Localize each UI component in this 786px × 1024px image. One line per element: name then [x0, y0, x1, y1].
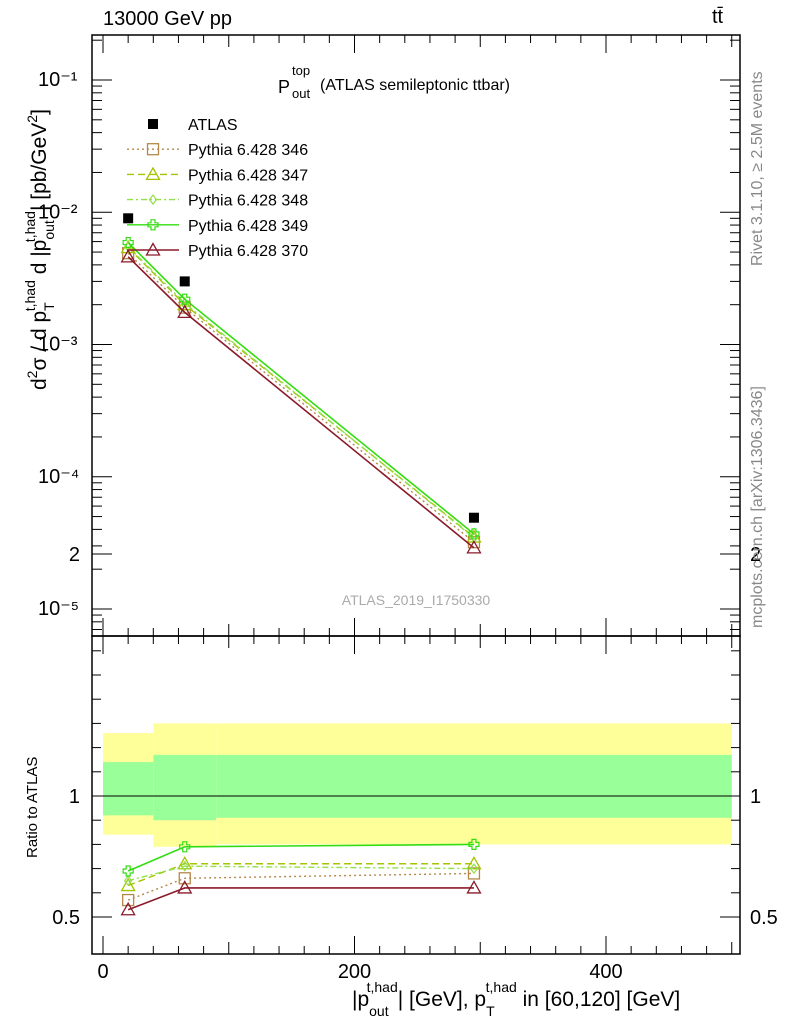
- legend-label-0: ATLAS: [188, 117, 238, 134]
- plot-title: P top out (ATLAS semileptonic ttbar): [278, 63, 510, 101]
- ratio-axis-ticks: 0 200 400 0.5 0.5 1 1 2 2: [52, 544, 778, 983]
- ratio-point-0-1: [178, 872, 191, 885]
- main-ytick-label-1: 10⁻²: [38, 201, 78, 223]
- ratio-ytick-label-r-1: 1: [750, 786, 761, 808]
- main-line-2: [127, 247, 475, 538]
- ratio-uncertainty-bands: [103, 723, 732, 847]
- legend-marker-0: [148, 119, 158, 129]
- ratio-point-2-0: [123, 875, 133, 887]
- ratio-line-4: [127, 887, 474, 911]
- legend-marker-2: [145, 166, 161, 181]
- ratio-point-0-2: [467, 867, 481, 880]
- ratio-point-2-1: [180, 860, 189, 872]
- legend-label-5: Pythia 6.428 370: [188, 243, 308, 260]
- ratio-band-green-0: [103, 762, 154, 816]
- main-ytick-label-2: 10⁻³: [38, 334, 78, 356]
- ratio-series-group: [120, 838, 482, 916]
- legend-marker-3: [148, 194, 158, 206]
- main-point-4-0: [122, 236, 134, 249]
- ratio-xtick-label-1: 200: [338, 961, 371, 983]
- ratio-point-1-0: [120, 877, 136, 892]
- ratio-line-0: [127, 872, 474, 901]
- ratio-ytick-label-l-0: 0.5: [52, 907, 80, 929]
- ratio-point-0-0: [122, 893, 135, 907]
- mcplots-label: mcplots.cern.ch [arXiv:1306.3436]: [749, 386, 766, 628]
- svg-text:|poutt,had| [GeV], pTt,had in: |poutt,had| [GeV], pTt,had in [60,120] […: [352, 979, 680, 1019]
- legend-label-1: Pythia 6.428 346: [188, 142, 308, 159]
- main-line-4: [127, 241, 475, 535]
- ratio-point-2-2: [469, 863, 479, 875]
- main-point-0-0: [123, 213, 134, 224]
- ratio-line-3: [127, 843, 474, 872]
- main-line-3: [127, 246, 475, 539]
- main-point-4-2: [468, 528, 480, 540]
- legend-marker-1: [146, 143, 160, 156]
- main-point-0-1: [179, 276, 190, 287]
- ratio-band-green-2: [216, 754, 732, 818]
- channel-label: tt̄: [712, 6, 724, 28]
- ratio-plot-frame: [91, 635, 741, 955]
- main-point-5-1: [177, 304, 193, 319]
- main-ytick-label-3: 10⁻⁴: [38, 466, 79, 488]
- ratio-ytick-label-r-0: 0.5: [750, 907, 778, 929]
- ratio-ytick-label-l-2: 2: [69, 544, 80, 566]
- legend-marker-5: [145, 242, 161, 256]
- svg-text:top: top: [292, 63, 310, 78]
- legend-label-4: Pythia 6.428 349: [188, 218, 308, 235]
- process-label: 13000 GeV pp: [103, 8, 232, 30]
- svg-text:out: out: [292, 86, 310, 101]
- ratio-xtick-label-2: 400: [589, 961, 622, 983]
- legend: ATLAS Pythia 6.428 346 Pythia 6.428 347 Pyt…: [127, 117, 308, 260]
- ratio-band-green-1: [153, 754, 217, 821]
- ratio-point-1-1: [177, 855, 193, 870]
- main-ytick-label-0: 10⁻¹: [38, 69, 78, 91]
- main-ytick-label-4: 10⁻⁵: [38, 598, 79, 620]
- main-line-1: [127, 252, 475, 543]
- main-series-group: [120, 213, 482, 554]
- main-point-5-0: [120, 249, 136, 263]
- ratio-point-3-2: [468, 838, 480, 850]
- ratio-point-4-0: [120, 901, 136, 916]
- main-point-0-2: [468, 512, 479, 523]
- main-line-5: [127, 256, 475, 549]
- y-axis-title-ratio: Ratio to ATLAS: [24, 757, 41, 858]
- ratio-point-3-1: [179, 841, 191, 853]
- svg-text:(ATLAS semileptonic ttbar): (ATLAS semileptonic ttbar): [320, 77, 510, 94]
- ratio-xtick-label-0: 0: [97, 961, 108, 983]
- x-axis-title: |poutt,had| [GeV], pTt,had in [60,120] […: [352, 979, 680, 1019]
- main-point-5-2: [466, 540, 482, 554]
- rivet-version-label: Rivet 3.1.10, ≥ 2.5M events: [749, 71, 766, 266]
- main-axis-ticks: 10⁻¹ 10⁻² 10⁻³ 10⁻⁴ 10⁻⁵: [38, 35, 740, 636]
- ratio-point-4-1: [177, 880, 193, 894]
- ratio-line-1: [127, 863, 474, 887]
- ratio-point-1-2: [466, 855, 482, 870]
- ratio-point-4-2: [466, 880, 482, 894]
- watermark: ATLAS_2019_I1750330: [342, 592, 491, 608]
- ratio-line-2: [127, 865, 474, 882]
- ratio-ytick-label-l-1: 1: [69, 786, 80, 808]
- legend-label-3: Pythia 6.428 348: [188, 193, 308, 210]
- svg-text:P: P: [278, 77, 290, 97]
- ratio-point-3-0: [122, 865, 134, 877]
- ratio-ytick-label-r-2: 2: [750, 544, 761, 566]
- main-point-4-1: [179, 293, 191, 305]
- legend-label-2: Pythia 6.428 347: [188, 167, 308, 184]
- legend-marker-4: [147, 219, 159, 231]
